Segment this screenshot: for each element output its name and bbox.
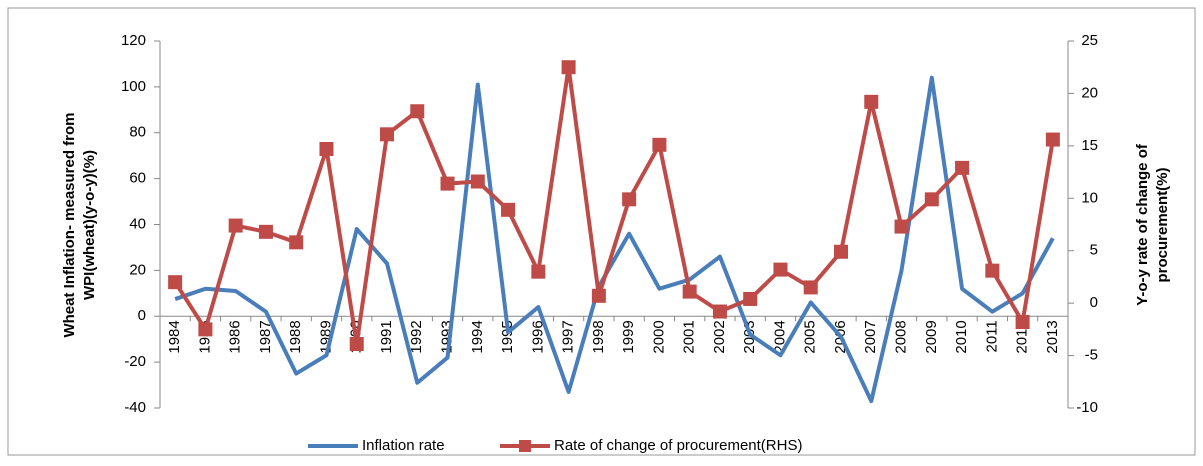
marker xyxy=(289,235,304,250)
marker xyxy=(470,174,485,189)
marker xyxy=(803,280,818,295)
y-tick-label: 120 xyxy=(121,32,146,49)
y2-tick-label: 5 xyxy=(1090,242,1098,259)
series-line xyxy=(174,75,1055,404)
x-tick-label: 1999 xyxy=(620,320,637,353)
x-tick-label: 2008 xyxy=(893,320,910,353)
x-tick-label: 2009 xyxy=(923,320,940,353)
marker xyxy=(712,304,727,319)
marker xyxy=(349,337,364,352)
marker xyxy=(622,192,637,207)
y-tick-label: 40 xyxy=(129,215,146,232)
marker xyxy=(168,275,183,290)
y2-tick-label: -5 xyxy=(1085,347,1098,364)
y2-tick-label: 25 xyxy=(1081,32,1098,49)
x-tick-label: 2002 xyxy=(711,320,728,353)
marker xyxy=(1045,132,1060,147)
x-tick-label: 2000 xyxy=(650,320,667,353)
x-tick-label: 2011 xyxy=(983,320,1000,352)
x-tick-label: 1994 xyxy=(469,320,486,353)
x-tick-label: 1997 xyxy=(560,320,577,353)
marker xyxy=(501,202,516,217)
y-tick-label: -40 xyxy=(124,399,146,416)
y-tick-label: 0 xyxy=(138,307,146,324)
y2-axis-title: procurement(%) xyxy=(1154,167,1171,282)
marker xyxy=(682,284,697,299)
y-tick-label: 60 xyxy=(129,170,146,187)
x-tick-label: 2010 xyxy=(953,320,970,353)
marker xyxy=(955,160,970,175)
legend-label: Rate of change of procurement(RHS) xyxy=(554,437,802,454)
chart-border xyxy=(7,7,1196,456)
x-tick-label: 2007 xyxy=(862,320,879,353)
x-tick-label: 1991 xyxy=(378,320,395,353)
marker xyxy=(894,219,909,234)
x-tick-label: 2001 xyxy=(681,320,698,353)
marker xyxy=(773,262,788,277)
x-tick-label: 2005 xyxy=(802,320,819,353)
y-tick-label: -20 xyxy=(124,353,146,370)
y-tick-label: 100 xyxy=(121,78,146,95)
marker xyxy=(924,192,939,207)
x-tick-label: 1996 xyxy=(529,320,546,353)
y2-tick-label: 15 xyxy=(1081,137,1098,154)
y-axis-title: WPI(wheat)(y-o-y)(%) xyxy=(81,150,98,300)
marker xyxy=(198,322,213,337)
x-tick-label: 1998 xyxy=(590,320,607,353)
marker xyxy=(440,176,455,191)
marker xyxy=(380,127,394,142)
x-tick-label: 1987 xyxy=(257,320,274,353)
marker xyxy=(864,94,879,109)
y2-tick-label: 0 xyxy=(1090,294,1098,311)
marker xyxy=(1015,315,1030,330)
marker xyxy=(228,218,243,233)
x-tick-label: 1988 xyxy=(287,320,304,353)
y-tick-label: 20 xyxy=(129,261,146,278)
marker xyxy=(985,263,1000,278)
y-tick-label: 80 xyxy=(129,124,146,141)
marker xyxy=(652,137,667,152)
legend-label: Inflation rate xyxy=(362,437,445,454)
x-tick-label: 1984 xyxy=(166,320,183,353)
x-tick-label: 1986 xyxy=(227,320,244,353)
marker xyxy=(743,291,758,306)
marker xyxy=(410,104,425,119)
x-tick-label: 2003 xyxy=(741,320,758,353)
legend-marker xyxy=(519,440,531,452)
y2-axis-title: Y-o-y rate of change of xyxy=(1134,143,1151,306)
marker xyxy=(531,264,546,279)
marker xyxy=(591,288,606,303)
y-axis-title: Wheat Inflation- measured from xyxy=(61,112,78,337)
marker xyxy=(258,224,273,239)
y2-tick-label: -10 xyxy=(1076,399,1098,416)
x-tick-label: 1992 xyxy=(408,320,425,353)
marker xyxy=(834,244,848,259)
y2-tick-label: 20 xyxy=(1081,84,1098,101)
marker xyxy=(561,60,576,75)
y2-tick-label: 10 xyxy=(1081,189,1098,206)
marker xyxy=(319,142,334,157)
x-tick-label: 2013 xyxy=(1044,320,1061,353)
